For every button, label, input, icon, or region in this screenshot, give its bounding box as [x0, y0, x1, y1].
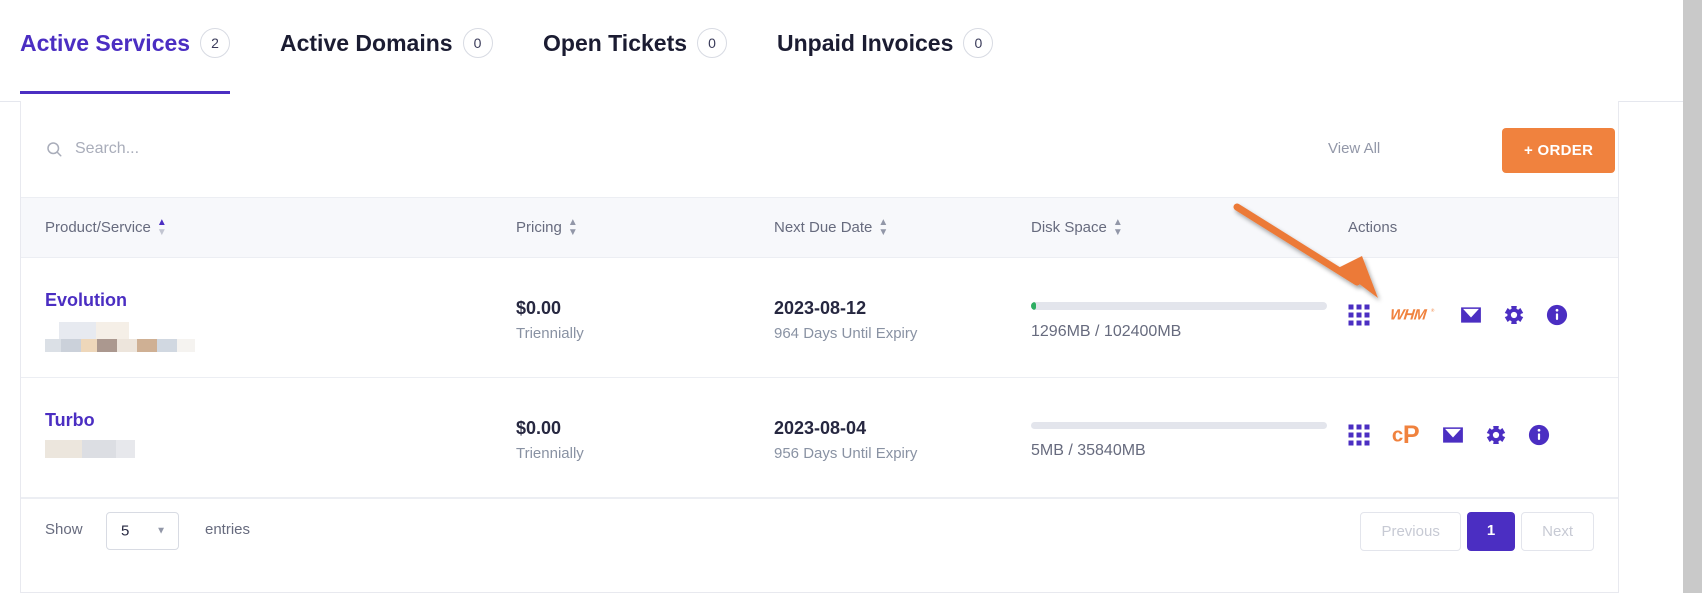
- svg-text:c: c: [1392, 424, 1403, 446]
- svg-text:®: ®: [1431, 307, 1435, 313]
- svg-text:WHM: WHM: [1391, 307, 1428, 324]
- svg-text:P: P: [1403, 424, 1420, 446]
